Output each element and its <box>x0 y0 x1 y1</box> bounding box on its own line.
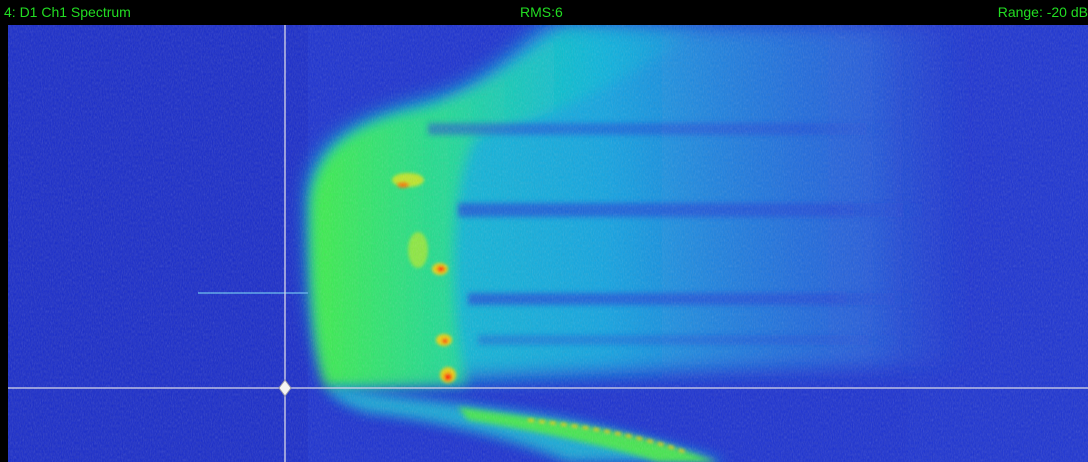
status-bar: 4: D1 Ch1 Spectrum RMS:6 Range: -20 dB <box>0 0 1088 25</box>
noise-texture <box>8 25 1088 462</box>
channel-title: 4: D1 Ch1 Spectrum <box>4 4 131 20</box>
range-readout[interactable]: Range: -20 dB <box>997 4 1088 20</box>
spectrogram-plot[interactable] <box>8 25 1088 462</box>
rms-readout: RMS:6 <box>520 4 563 20</box>
crosshair-cursor[interactable] <box>8 25 1088 462</box>
diamond-marker-icon[interactable] <box>278 379 292 397</box>
spectrogram-svg <box>8 25 1088 462</box>
